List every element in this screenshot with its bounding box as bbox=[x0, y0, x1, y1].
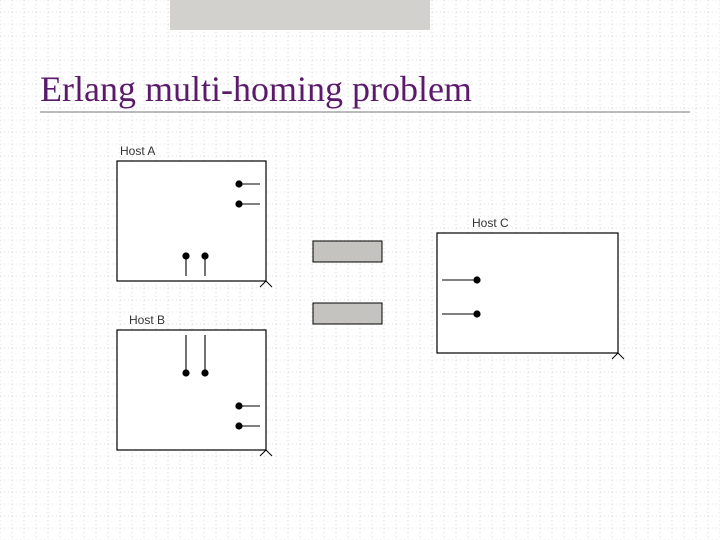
slide-stage: Erlang multi-homing problem Host A Host … bbox=[0, 0, 720, 540]
host-b-label: Host B bbox=[129, 313, 165, 327]
host-a-label: Host A bbox=[120, 144, 155, 158]
host-c-label: Host C bbox=[472, 216, 509, 230]
slide-title: Erlang multi-homing problem bbox=[40, 68, 472, 110]
